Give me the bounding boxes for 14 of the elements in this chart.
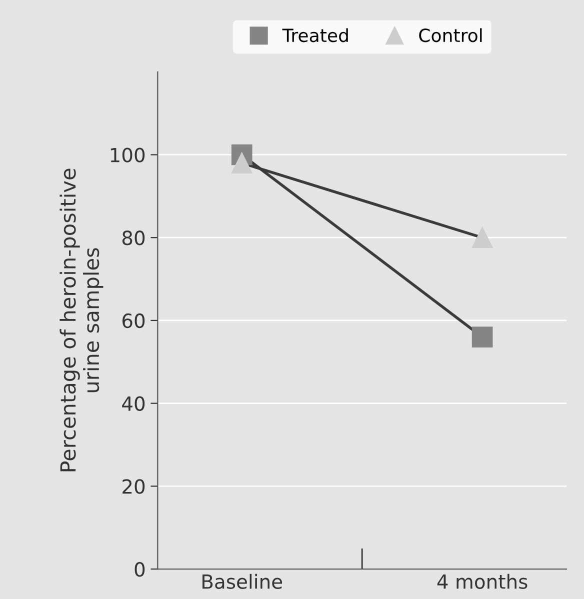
legend-label: Control	[419, 28, 482, 42]
y-axis-title: Percentage of heroin-positive urine samples	[60, 168, 104, 472]
y-tick-label: 20	[122, 479, 145, 494]
y-tick-label: 80	[122, 230, 145, 246]
x-tick-label: 4 months	[437, 574, 528, 589]
y-tick-label: 40	[122, 396, 145, 411]
point	[472, 326, 493, 348]
point	[472, 227, 493, 248]
y-tick-label: 0	[134, 562, 145, 577]
y-tick-label: 100	[110, 148, 145, 162]
point	[231, 152, 252, 174]
x-tick-label: Baseline	[202, 574, 282, 589]
legend-label: Treated	[282, 28, 348, 42]
y-tick-label: 60	[122, 313, 145, 328]
